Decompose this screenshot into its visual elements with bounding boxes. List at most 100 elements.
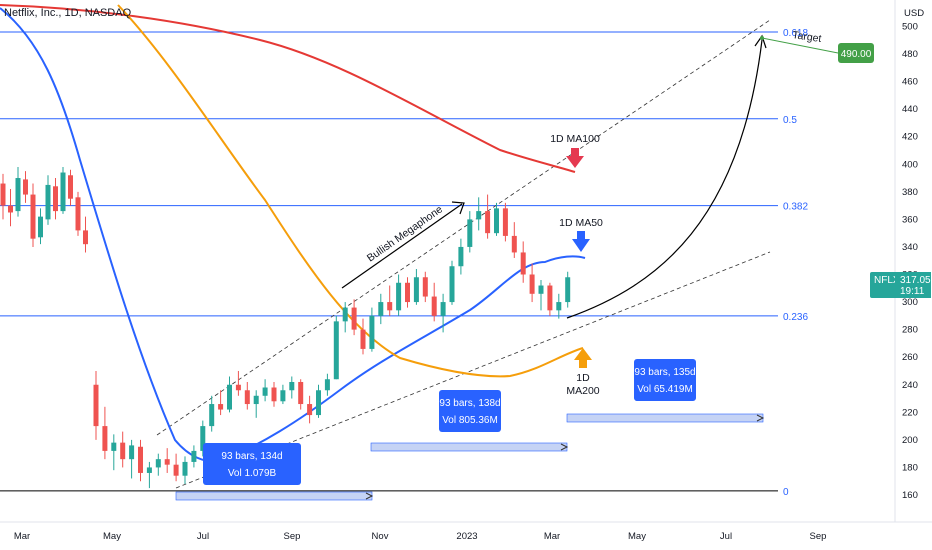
candle-body[interactable] — [235, 384, 241, 391]
candle-body[interactable] — [209, 404, 215, 427]
y-tick-label: 480 — [902, 49, 918, 60]
plot-area[interactable] — [0, 0, 895, 522]
candle-body[interactable] — [30, 194, 36, 239]
target-label: Target — [792, 29, 823, 45]
candle-body[interactable] — [378, 302, 384, 316]
ma100-arrow-icon — [566, 148, 584, 168]
date-range-bar[interactable] — [370, 442, 568, 452]
fib-level-label: 0.5 — [783, 115, 797, 126]
candle-body[interactable] — [253, 395, 259, 405]
candle-body[interactable] — [271, 387, 277, 402]
candle-body[interactable] — [431, 296, 437, 316]
fib-level-label: 0 — [783, 487, 789, 498]
x-tick-label: Mar — [14, 531, 30, 542]
candle-body[interactable] — [83, 230, 88, 245]
candle-body[interactable] — [262, 387, 268, 396]
candle-body[interactable] — [45, 184, 51, 220]
candle-body[interactable] — [75, 197, 81, 231]
projection-curve[interactable] — [566, 39, 763, 319]
candle-body[interactable] — [227, 384, 232, 410]
candle-body[interactable] — [182, 461, 188, 476]
candle-body[interactable] — [458, 246, 464, 267]
candle-body[interactable] — [556, 302, 562, 311]
y-tick-label: 160 — [902, 490, 918, 501]
range-stats-bars: 93 bars, 135d — [634, 367, 695, 378]
y-tick-label: 200 — [902, 435, 918, 446]
candle-body[interactable] — [15, 178, 21, 212]
candle-body[interactable] — [307, 404, 313, 416]
candle-body[interactable] — [146, 467, 152, 473]
candle-body[interactable] — [511, 235, 517, 253]
y-tick-label: 340 — [902, 242, 918, 253]
candle-body[interactable] — [60, 172, 66, 212]
candle-body[interactable] — [129, 445, 135, 460]
candle-body[interactable] — [405, 282, 410, 303]
y-tick-label: 180 — [902, 462, 918, 473]
candle-body[interactable] — [298, 381, 304, 405]
candle-body[interactable] — [520, 252, 526, 275]
candle-body[interactable] — [565, 277, 571, 303]
fib-level-label: 0.236 — [783, 312, 808, 323]
candle-body[interactable] — [502, 208, 508, 236]
range-stats-volume: Vol 65.419M — [637, 384, 693, 395]
candle-body[interactable] — [244, 390, 250, 405]
candle-body[interactable] — [191, 450, 197, 462]
candle-body[interactable] — [38, 216, 43, 238]
date-range-bar[interactable] — [175, 491, 373, 501]
ma200-line[interactable] — [117, 4, 584, 378]
candle-body[interactable] — [422, 277, 428, 297]
candle-body[interactable] — [476, 211, 482, 220]
candle-body[interactable] — [111, 442, 117, 451]
candle-body[interactable] — [68, 175, 73, 199]
candle-body[interactable] — [53, 186, 58, 212]
candle-body[interactable] — [387, 302, 393, 311]
candle-body[interactable] — [351, 307, 357, 330]
candle-body[interactable] — [369, 315, 375, 349]
megaphone-upper-line[interactable] — [156, 19, 771, 436]
price-tag-value: 317.05 — [900, 275, 931, 286]
candle-body[interactable] — [485, 211, 491, 234]
candle-body[interactable] — [547, 285, 553, 311]
candle-body[interactable] — [360, 329, 366, 349]
candle-body[interactable] — [23, 179, 28, 195]
ma100-line[interactable] — [0, 4, 576, 173]
ma100-label: 1D MA100 — [550, 133, 600, 145]
candle-body[interactable] — [102, 426, 108, 451]
candle-body[interactable] — [324, 379, 330, 391]
candle-body[interactable] — [8, 205, 13, 213]
range-stats-bars: 93 bars, 138d — [439, 398, 500, 409]
y-tick-label: 240 — [902, 380, 918, 391]
y-tick-label: 300 — [902, 297, 918, 308]
candle-body[interactable] — [155, 459, 161, 468]
candle-body[interactable] — [494, 208, 499, 234]
candle-body[interactable] — [413, 277, 419, 303]
target-price-box[interactable] — [838, 43, 874, 63]
candle-body[interactable] — [449, 266, 455, 303]
candle-body[interactable] — [218, 404, 224, 410]
candle-body[interactable] — [280, 390, 286, 402]
range-stats-box[interactable] — [634, 359, 696, 401]
candle-body[interactable] — [467, 219, 473, 247]
candle-body[interactable] — [200, 426, 206, 451]
candle-body[interactable] — [173, 464, 179, 476]
candle-body[interactable] — [396, 282, 402, 311]
candle-body[interactable] — [538, 285, 544, 294]
y-tick-label: 440 — [902, 104, 918, 115]
candle-body[interactable] — [440, 302, 446, 316]
candle-body[interactable] — [138, 446, 143, 473]
range-stats-box[interactable] — [203, 443, 301, 485]
candle-body[interactable] — [0, 183, 6, 206]
chart-title: Netflix, Inc., 1D, NASDAQ — [4, 7, 132, 19]
range-stats-box[interactable] — [439, 390, 501, 432]
x-tick-label: May — [103, 531, 121, 542]
candle-body[interactable] — [529, 274, 535, 294]
candle-body[interactable] — [316, 390, 321, 416]
candle-body[interactable] — [333, 321, 339, 380]
candle-body[interactable] — [342, 307, 348, 322]
candle-body[interactable] — [289, 381, 295, 391]
date-range-bar[interactable] — [566, 413, 764, 423]
candle-body[interactable] — [120, 442, 126, 460]
candle-body[interactable] — [164, 459, 170, 465]
candle-body[interactable] — [93, 384, 99, 427]
